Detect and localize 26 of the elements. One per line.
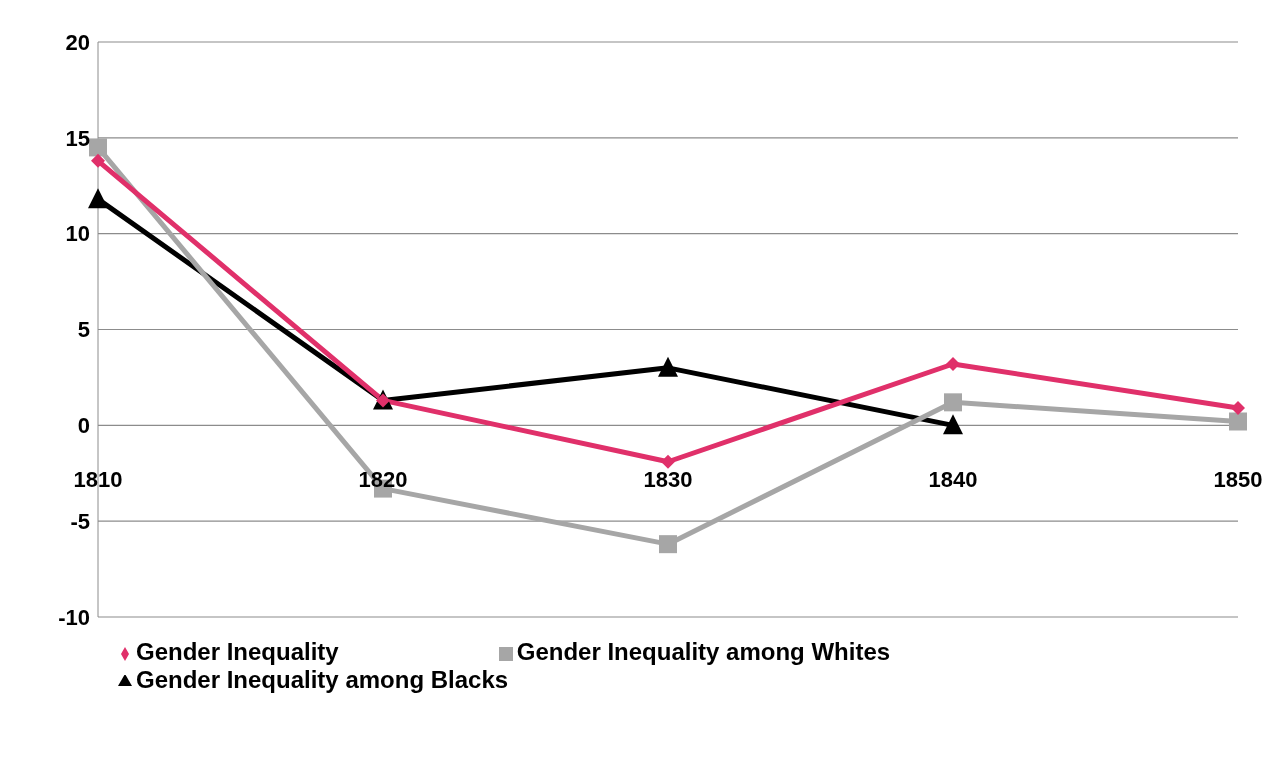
point	[661, 454, 675, 469]
legend-label: Gender Inequality among Whites	[516, 638, 891, 665]
x-tick-label: 1820	[358, 467, 408, 493]
y-tick-label: 0	[77, 413, 90, 439]
y-tick-label: 5	[77, 317, 90, 343]
x-tick-label: 1830	[643, 467, 693, 493]
point	[1231, 401, 1245, 416]
y-tick-label: -10	[58, 604, 90, 630]
point	[944, 393, 962, 412]
x-tick-label: 1810	[73, 467, 123, 493]
y-tick-label: 10	[65, 221, 90, 247]
y-tick-label: -5	[70, 508, 90, 534]
point	[943, 414, 963, 435]
point	[658, 356, 678, 377]
x-tick-label: 1850	[1213, 467, 1263, 493]
x-tick-label: 1840	[928, 467, 978, 493]
point	[91, 153, 105, 168]
point	[659, 535, 677, 554]
point	[946, 357, 960, 371]
legend-label: Gender Inequality among Blacks	[136, 666, 509, 693]
point	[88, 188, 108, 209]
y-tick-label: 15	[65, 125, 90, 151]
legend-label: Gender Inequality	[136, 638, 339, 665]
point	[89, 138, 107, 157]
point	[1229, 412, 1247, 431]
y-tick-label: 20	[65, 29, 90, 55]
